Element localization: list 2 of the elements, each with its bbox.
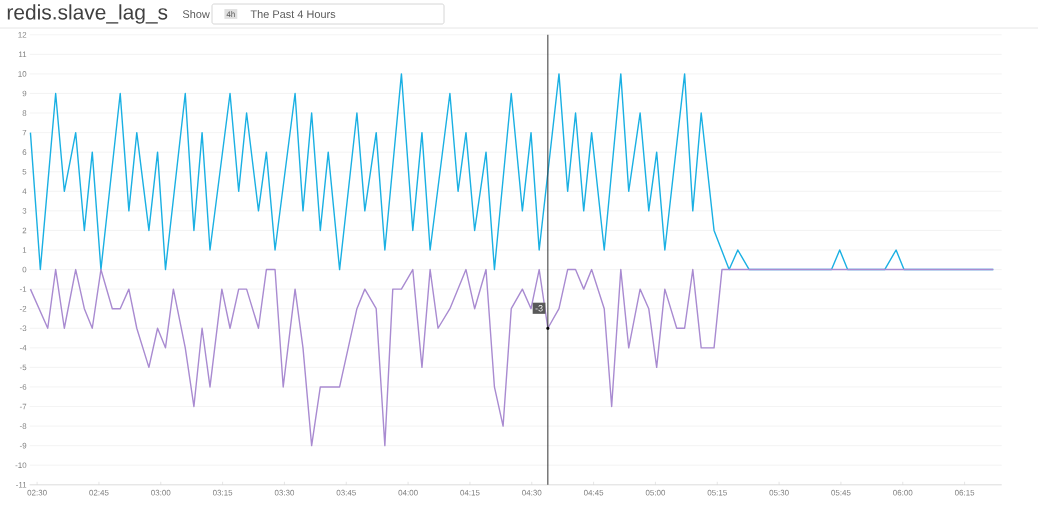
line-series [29, 268, 994, 447]
chart-title: redis.slave_lag_s [7, 4, 168, 24]
